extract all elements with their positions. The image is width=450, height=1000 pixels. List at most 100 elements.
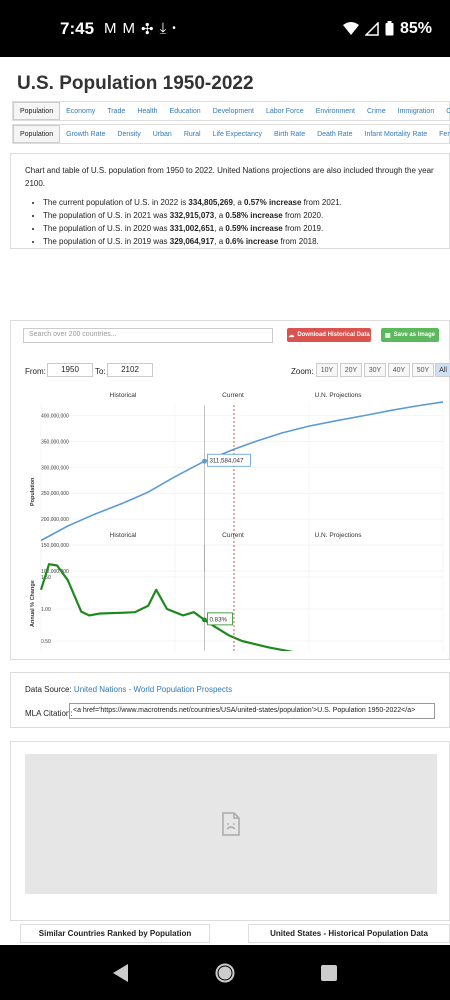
image-icon: ▣ — [384, 332, 391, 339]
subtab-birth-rate[interactable]: Birth Rate — [273, 130, 306, 138]
battery-percent: 85% — [399, 19, 432, 37]
save-button-label: Save as Image — [393, 332, 436, 338]
page-content: U.S. Population 1950-2022 Population Econ… — [0, 57, 450, 945]
from-label: From: — [25, 367, 46, 376]
subtab-death-rate[interactable]: Death Rate — [317, 130, 353, 138]
subtab-density[interactable]: Density — [117, 130, 141, 138]
growth-series-line — [39, 563, 294, 651]
data-source-link[interactable]: United Nations - World Population Prospe… — [73, 685, 233, 694]
subtab-rural[interactable]: Rural — [183, 130, 201, 138]
image-placeholder — [25, 754, 437, 894]
mla-citation-field[interactable]: <a href='https://www.macrotrends.net/cou… — [69, 703, 435, 719]
tab-immigration[interactable]: Immigration — [397, 107, 435, 115]
intro-bullet: The population of U.S. in 2019 was 329,0… — [43, 235, 435, 248]
to-label: To: — [95, 367, 106, 376]
zoom-30y-button[interactable]: 30Y — [364, 363, 386, 377]
zoom-20y-button[interactable]: 20Y — [340, 363, 362, 377]
y-tick-label: 100,000,000 — [41, 569, 69, 575]
tab-labor-force[interactable]: Labor Force — [265, 107, 304, 115]
region-label-current: Current — [222, 392, 244, 399]
category-tabs: Population Economy Trade Health Education Dev… — [12, 101, 450, 121]
page-title: U.S. Population 1950-2022 — [17, 73, 254, 94]
intro-bullet: The population of U.S. in 2020 was 331,0… — [43, 222, 435, 235]
home-icon[interactable] — [214, 962, 236, 984]
notification-icons: M M ✣ ⤓ • — [104, 20, 176, 38]
tab-health[interactable]: Health — [137, 107, 158, 115]
subtab-infant-mortality-rate[interactable]: Infant Mortality Rate — [364, 130, 428, 138]
tab-population[interactable]: Population — [13, 102, 61, 120]
subtab-growth-rate[interactable]: Growth Rate — [66, 130, 106, 138]
population-chart[interactable]: Historical Current U.N. Projections 400,000… — [11, 321, 450, 651]
y-axis-label: Population — [30, 477, 36, 506]
battery-icon — [385, 21, 394, 36]
y-tick-label: 350,000,000 — [41, 439, 69, 445]
subcategory-tabs: Population Growth Rate Density Urban Rural Li… — [12, 124, 450, 144]
hover-point — [202, 617, 207, 623]
country-search-input[interactable]: Search over 200 countries... — [23, 328, 273, 343]
region-label-projections: U.N. Projections — [315, 392, 363, 399]
region-label-current: Current — [222, 532, 244, 539]
region-label-historical: Historical — [110, 532, 137, 539]
population-series-line — [40, 401, 444, 542]
zoom-all-button[interactable]: All — [435, 363, 450, 377]
dot-icon: • — [172, 23, 176, 34]
tooltip-box — [207, 612, 233, 626]
intro-bullet: The population of U.S. in 2021 was 332,9… — [43, 209, 435, 222]
region-label-projections: U.N. Projections — [315, 532, 363, 539]
intro-bullet: The current population of U.S. in 2022 i… — [43, 196, 435, 209]
chart-panel: Search over 200 countries... ☁ Download … — [10, 320, 450, 660]
y-tick-label: 400,000,000 — [41, 413, 69, 419]
y-tick-label: 150,000,000 — [41, 543, 69, 549]
tab-trade[interactable]: Trade — [107, 107, 126, 115]
tooltip-box — [207, 453, 251, 467]
data-source-label: Data Source: — [25, 685, 74, 694]
recents-icon[interactable] — [320, 964, 338, 982]
status-right: 85% — [342, 19, 432, 38]
y-axis-label: Annual % Change — [30, 580, 36, 627]
tab-other[interactable]: Other — [446, 107, 450, 115]
ad-frame — [10, 741, 450, 921]
mla-citation-label: MLA Citation: — [25, 709, 73, 718]
tab-education[interactable]: Education — [169, 107, 201, 115]
status-bar: 7:45 M M ✣ ⤓ • 85% — [0, 0, 450, 57]
gmail-icon: M — [104, 20, 117, 37]
cloud-download-icon: ☁ — [288, 332, 295, 339]
y-tick-label: 250,000,000 — [41, 491, 69, 497]
from-year-input[interactable]: 1950 — [47, 363, 93, 377]
zoom-label: Zoom: — [291, 367, 314, 376]
tab-environment[interactable]: Environment — [315, 107, 355, 115]
navigation-bar — [0, 945, 450, 1000]
tab-economy[interactable]: Economy — [66, 107, 96, 115]
historical-data-header: United States - Historical Population Da… — [248, 924, 450, 943]
wifi-icon — [342, 21, 359, 35]
zoom-50y-button[interactable]: 50Y — [412, 363, 434, 377]
y-tick-label: 300,000,000 — [41, 465, 69, 471]
download-button-label: Download Historical Data — [297, 332, 370, 338]
signal-icon — [364, 21, 379, 36]
tab-development[interactable]: Development — [212, 107, 254, 115]
y-tick-label: 200,000,000 — [41, 517, 69, 523]
y-tick-label: 1.00 — [41, 607, 51, 613]
similar-countries-header: Similar Countries Ranked by Population — [20, 924, 210, 943]
source-box: Data Source: United Nations - World Popu… — [10, 672, 450, 728]
save-as-image-button[interactable]: ▣ Save as Image — [381, 328, 439, 342]
to-year-input[interactable]: 2102 — [107, 363, 153, 377]
back-icon[interactable] — [112, 963, 130, 983]
subtab-fertility-rate[interactable]: Fertility Rate — [439, 130, 450, 138]
status-time: 7:45 — [60, 18, 95, 38]
tooltip-text: 0.83% — [209, 616, 227, 623]
download-icon: ⤓ — [159, 20, 167, 37]
zoom-40y-button[interactable]: 40Y — [388, 363, 410, 377]
intro-box: Chart and table of U.S. population from … — [10, 153, 450, 249]
download-historical-data-button[interactable]: ☁ Download Historical Data — [287, 328, 371, 342]
intro-list: The current population of U.S. in 2022 i… — [43, 196, 435, 248]
tab-crime[interactable]: Crime — [366, 107, 386, 115]
zoom-10y-button[interactable]: 10Y — [316, 363, 338, 377]
subtab-urban[interactable]: Urban — [152, 130, 172, 138]
pinwheel-icon: ✣ — [141, 20, 154, 38]
y-tick-label: 0.50 — [41, 639, 51, 645]
data-source-line: Data Source: United Nations - World Popu… — [25, 685, 232, 694]
subtab-life-expectancy[interactable]: Life Expectancy — [212, 130, 262, 138]
subtab-population[interactable]: Population — [13, 125, 61, 143]
y-tick-label: 1.50 — [41, 575, 51, 581]
